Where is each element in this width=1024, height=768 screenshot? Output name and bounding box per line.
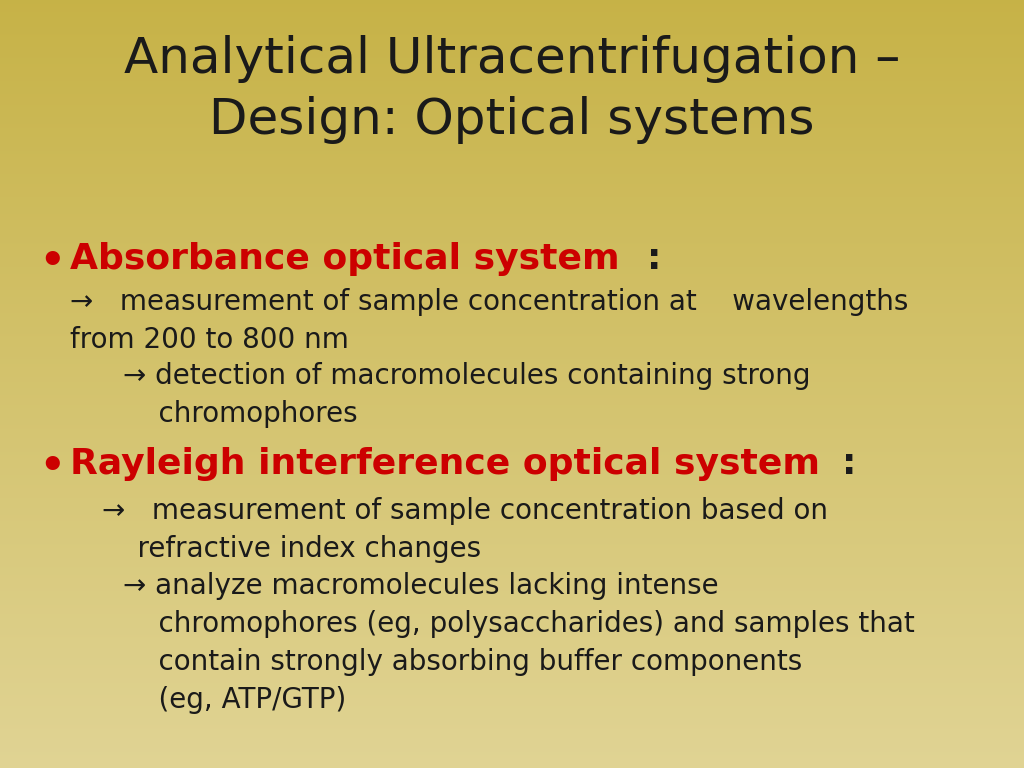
Text: → detection of macromolecules containing strong
    chromophores: → detection of macromolecules containing…: [123, 362, 810, 429]
Text: •: •: [39, 242, 65, 282]
Text: :: :: [842, 447, 856, 481]
Text: Analytical Ultracentrifugation –
Design: Optical systems: Analytical Ultracentrifugation – Design:…: [124, 35, 900, 144]
Text: →   measurement of sample concentration based on
    refractive index changes: → measurement of sample concentration ba…: [102, 497, 828, 563]
Text: → analyze macromolecules lacking intense
    chromophores (eg, polysaccharides) : → analyze macromolecules lacking intense…: [123, 572, 914, 714]
Text: :: :: [647, 242, 662, 276]
Text: →   measurement of sample concentration at    wavelengths
from 200 to 800 nm: → measurement of sample concentration at…: [70, 288, 908, 354]
Text: Absorbance optical system: Absorbance optical system: [70, 242, 620, 276]
Text: •: •: [39, 447, 65, 487]
Text: Rayleigh interference optical system: Rayleigh interference optical system: [70, 447, 819, 481]
